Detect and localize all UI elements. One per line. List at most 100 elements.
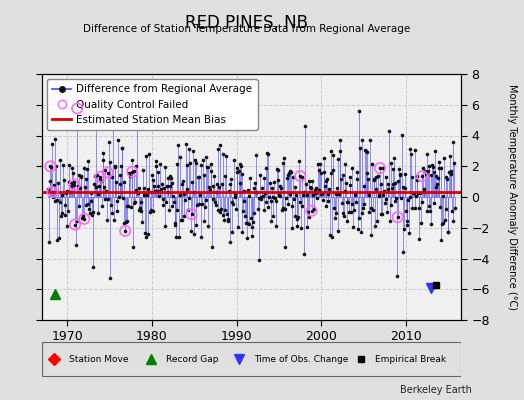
Point <box>221 173 229 180</box>
Point <box>97 203 106 209</box>
Point <box>150 188 159 194</box>
Point <box>102 187 111 194</box>
Point <box>308 178 316 184</box>
Point <box>84 201 92 207</box>
Point <box>292 216 301 222</box>
Point <box>310 190 319 196</box>
Point <box>103 216 111 223</box>
Point <box>184 195 193 201</box>
Point <box>276 192 285 199</box>
Point <box>368 161 376 167</box>
Point <box>174 142 182 148</box>
Point <box>99 150 107 156</box>
Point <box>163 175 172 181</box>
Point <box>348 201 357 208</box>
Point <box>215 184 223 190</box>
Point <box>252 152 260 158</box>
Point <box>234 224 242 230</box>
Point <box>366 137 374 144</box>
Y-axis label: Monthly Temperature Anomaly Difference (°C): Monthly Temperature Anomaly Difference (… <box>507 84 517 310</box>
Point <box>82 176 91 182</box>
Point <box>142 234 150 240</box>
Point <box>272 198 280 204</box>
Point <box>336 137 345 144</box>
Point <box>382 196 390 202</box>
Point <box>100 184 108 190</box>
Point <box>381 200 389 206</box>
Point <box>129 244 137 250</box>
Point <box>314 161 322 167</box>
Point <box>427 171 435 178</box>
Point <box>302 224 311 230</box>
Point <box>255 194 264 201</box>
Point <box>45 239 53 245</box>
Point <box>391 198 400 204</box>
Point <box>129 199 138 206</box>
Point <box>298 203 306 210</box>
Point <box>95 183 103 189</box>
Point <box>54 235 63 242</box>
Point <box>369 176 378 182</box>
Point <box>355 108 364 114</box>
Legend: Difference from Regional Average, Quality Control Failed, Estimated Station Mean: Difference from Regional Average, Qualit… <box>47 79 257 130</box>
Point <box>193 202 201 209</box>
Point <box>312 185 321 192</box>
Point <box>111 163 119 169</box>
Point <box>119 219 128 226</box>
Point <box>228 199 237 205</box>
Point <box>213 146 222 152</box>
Point <box>386 160 395 166</box>
Point <box>287 168 295 175</box>
Point <box>386 217 394 224</box>
Text: Empirical Break: Empirical Break <box>375 354 446 364</box>
Point <box>408 174 417 180</box>
Point <box>166 173 174 179</box>
Point <box>439 220 447 227</box>
Point <box>79 212 87 219</box>
Point <box>66 189 74 195</box>
Point <box>379 192 388 198</box>
Point <box>60 177 68 183</box>
Point <box>408 205 416 211</box>
Point <box>124 203 132 209</box>
Point <box>260 206 268 213</box>
Point <box>258 185 266 191</box>
Point <box>183 186 191 192</box>
Point <box>300 251 309 257</box>
Point <box>203 164 212 170</box>
Point <box>335 148 344 154</box>
Point <box>191 157 199 163</box>
Point <box>115 180 124 187</box>
Point <box>337 176 345 182</box>
Point <box>263 150 271 156</box>
Point <box>298 174 307 180</box>
Point <box>189 148 197 155</box>
Point <box>435 164 443 171</box>
Point <box>447 170 455 177</box>
Point <box>315 167 323 173</box>
Point <box>264 150 272 157</box>
Point <box>132 163 140 170</box>
Point <box>83 166 91 172</box>
Point <box>381 174 390 180</box>
Point <box>335 190 343 197</box>
Point <box>356 145 364 151</box>
Point <box>292 192 300 198</box>
Point <box>128 168 136 175</box>
Point <box>247 215 255 221</box>
Point <box>248 224 256 231</box>
Point <box>121 228 129 234</box>
Point <box>150 182 158 189</box>
Point <box>429 164 437 170</box>
Point <box>250 210 258 216</box>
Point <box>351 192 359 198</box>
Point <box>370 177 378 183</box>
Point <box>91 183 100 190</box>
Point <box>199 217 208 224</box>
Point <box>63 188 71 194</box>
Point <box>241 213 249 219</box>
Point <box>159 196 168 202</box>
Point <box>139 191 148 198</box>
Point <box>367 232 376 238</box>
Point <box>127 204 135 210</box>
